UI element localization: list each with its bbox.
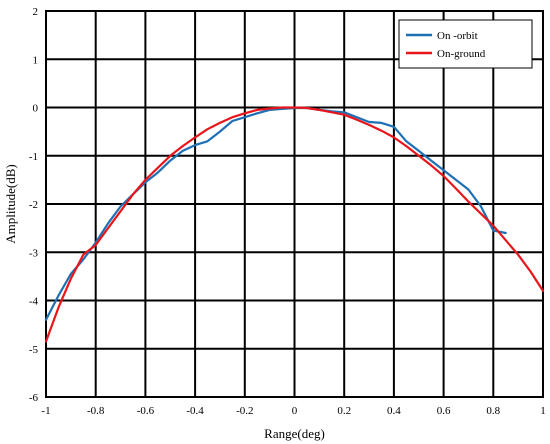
y-tick-label: 1 — [33, 54, 39, 66]
series-line-0 — [44, 106, 507, 321]
x-tick-label: -0.2 — [236, 405, 253, 417]
x-tick-label: 0 — [292, 405, 298, 417]
series-line-1 — [44, 106, 545, 343]
y-tick-label: -4 — [29, 296, 39, 308]
series-lines — [44, 106, 545, 343]
y-tick-label: -1 — [29, 151, 38, 163]
y-tick-label: -3 — [29, 247, 39, 259]
x-tick-label: -0.6 — [137, 405, 155, 417]
x-tick-label: 0.6 — [437, 405, 451, 417]
x-tick-label: -1 — [41, 405, 50, 417]
x-axis-label: Range(deg) — [264, 426, 325, 441]
y-axis-label: Amplitude(dB) — [3, 164, 18, 243]
x-tick-label: 0.4 — [387, 405, 401, 417]
plot-frame — [45, 10, 544, 398]
y-tick-label: -5 — [29, 344, 39, 356]
y-tick-label: -2 — [29, 199, 38, 211]
y-tick-label: 0 — [33, 103, 39, 115]
x-tick-label: 0.2 — [337, 405, 351, 417]
grid — [45, 10, 544, 398]
y-tick-label: 2 — [33, 6, 39, 18]
x-tick-labels: -1 -0.8 -0.6 -0.4 -0.2 0 0.2 0.4 0.6 0.8 1 — [41, 405, 545, 417]
y-tick-labels: -6 -5 -4 -3 -2 -1 0 1 2 — [29, 6, 39, 404]
x-tick-label: -0.4 — [186, 405, 204, 417]
legend: On -orbit On-ground — [398, 19, 533, 69]
legend-label-1: On-ground — [437, 48, 486, 60]
plot-border — [45, 10, 544, 398]
legend-label-0: On -orbit — [437, 30, 478, 42]
x-tick-label: 1 — [540, 405, 546, 417]
x-tick-label: -0.8 — [87, 405, 105, 417]
y-tick-label: -6 — [29, 392, 39, 404]
legend-box — [398, 19, 533, 69]
x-tick-label: 0.8 — [486, 405, 500, 417]
